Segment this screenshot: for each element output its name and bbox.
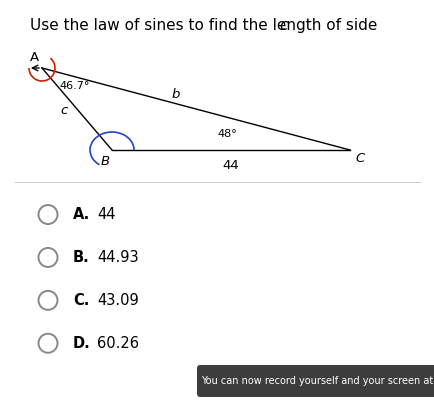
Text: 48°: 48° bbox=[217, 129, 237, 139]
Text: c: c bbox=[61, 105, 68, 117]
Text: You can now record yourself and your screen at: You can now record yourself and your scr… bbox=[201, 376, 433, 386]
Text: 46.7°: 46.7° bbox=[59, 81, 89, 91]
Text: C: C bbox=[355, 152, 364, 165]
Text: Use the law of sines to find the length of side: Use the law of sines to find the length … bbox=[30, 18, 382, 33]
Text: A.: A. bbox=[73, 207, 90, 222]
Text: 44.93: 44.93 bbox=[97, 250, 138, 265]
Text: C.: C. bbox=[73, 293, 89, 308]
FancyBboxPatch shape bbox=[197, 365, 434, 397]
Text: D.: D. bbox=[73, 336, 91, 351]
Text: 60.26: 60.26 bbox=[97, 336, 139, 351]
Text: b: b bbox=[172, 88, 180, 101]
Text: B: B bbox=[101, 155, 110, 168]
Text: 44: 44 bbox=[223, 159, 240, 172]
Text: 43.09: 43.09 bbox=[97, 293, 139, 308]
Text: 44: 44 bbox=[97, 207, 115, 222]
Text: c: c bbox=[279, 18, 287, 33]
Text: B.: B. bbox=[73, 250, 90, 265]
Text: A: A bbox=[30, 51, 39, 64]
